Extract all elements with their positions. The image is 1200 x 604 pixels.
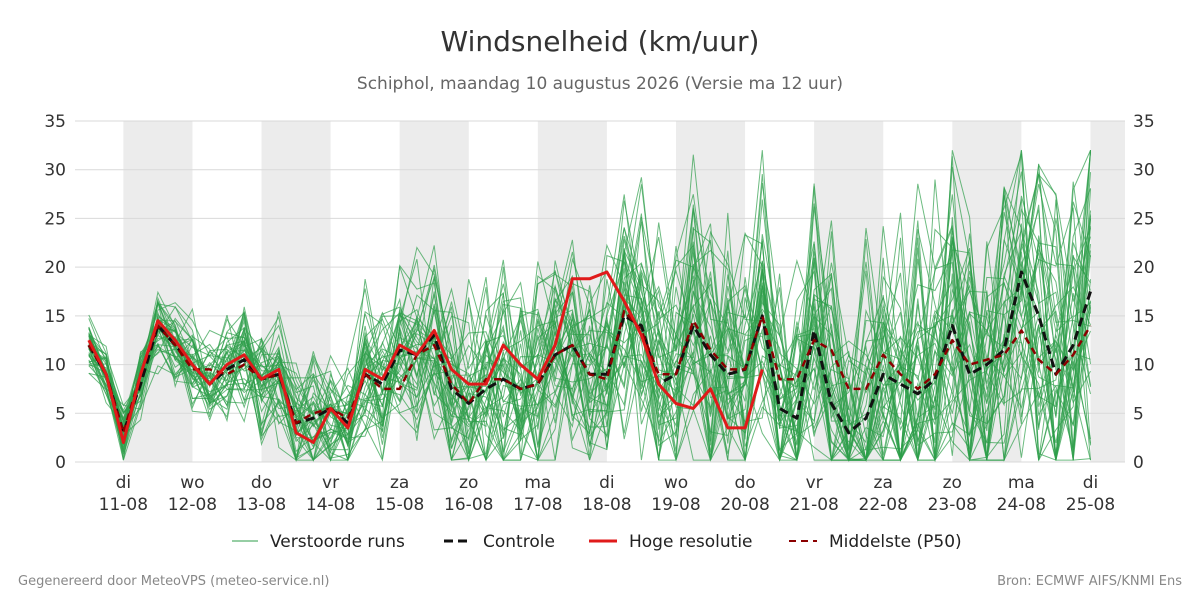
x-tick-date: 18-08 <box>582 495 631 515</box>
x-tick-weekday: ma <box>1008 473 1035 493</box>
x-tick-date: 12-08 <box>168 495 217 515</box>
x-tick-weekday: za <box>390 473 409 493</box>
chart-subtitle: Schiphol, maandag 10 augustus 2026 (Vers… <box>357 74 843 94</box>
legend-median-label: Middelste (P50) <box>829 532 962 552</box>
ensemble-member-line <box>88 194 1091 461</box>
ensemble-lines <box>88 149 1091 463</box>
ensemble-member-line <box>88 209 1091 462</box>
x-tick-weekday: zo <box>459 473 478 493</box>
x-tick-weekday: di <box>599 473 615 493</box>
x-tick-weekday: do <box>734 473 755 493</box>
x-tick-weekday: za <box>874 473 893 493</box>
footer-generated-by: Gegenereerd door MeteoVPS (meteo-service… <box>18 574 329 589</box>
x-tick-weekday: ma <box>524 473 551 493</box>
x-tick-date: 24-08 <box>997 495 1046 515</box>
y-tick-label-right: 15 <box>1133 307 1155 327</box>
x-tick-weekday: zo <box>943 473 962 493</box>
x-tick-date: 23-08 <box>928 495 977 515</box>
y-tick-label-left: 10 <box>44 356 66 376</box>
x-tick-date: 22-08 <box>859 495 908 515</box>
x-tick-weekday: wo <box>180 473 204 493</box>
ensemble-member-line <box>88 150 1091 462</box>
x-tick-date: 15-08 <box>375 495 424 515</box>
y-tick-label-right: 35 <box>1133 112 1155 132</box>
ensemble-member-line <box>88 171 1091 461</box>
x-tick-weekday: do <box>251 473 272 493</box>
y-tick-label-left: 30 <box>44 161 66 181</box>
y-tick-label-left: 15 <box>44 307 66 327</box>
y-tick-label-right: 30 <box>1133 161 1155 181</box>
legend: Verstoorde runs Controle Hoge resolutie … <box>232 532 962 552</box>
ensemble-member-line <box>88 163 1091 461</box>
y-tick-label-left: 35 <box>44 112 66 132</box>
x-tick-date: 20-08 <box>720 495 769 515</box>
y-tick-label-right: 5 <box>1133 404 1144 424</box>
x-tick-weekday: di <box>1083 473 1099 493</box>
y-tick-label-right: 10 <box>1133 356 1155 376</box>
x-tick-weekday: di <box>116 473 132 493</box>
x-tick-date: 17-08 <box>513 495 562 515</box>
ensemble-member-line <box>88 208 1091 462</box>
y-tick-label-right: 20 <box>1133 258 1155 278</box>
x-tick-weekday: vr <box>806 473 823 493</box>
legend-highres-label: Hoge resolutie <box>629 532 753 552</box>
x-tick-date: 19-08 <box>651 495 700 515</box>
footer-source: Bron: ECMWF AIFS/KNMI Ens <box>997 574 1182 589</box>
highres-line <box>87 270 764 444</box>
y-tick-label-right: 25 <box>1133 209 1155 229</box>
chart-title: Windsnelheid (km/uur) <box>441 25 760 58</box>
y-tick-label-left: 25 <box>44 209 66 229</box>
ensemble-member-line <box>88 194 1091 462</box>
ensemble-member-line <box>88 239 1091 463</box>
y-tick-label-right: 0 <box>1133 453 1144 473</box>
x-tick-weekday: vr <box>322 473 339 493</box>
x-tick-date: 25-08 <box>1066 495 1115 515</box>
legend-ensemble-label: Verstoorde runs <box>270 532 405 552</box>
day-band <box>1090 121 1125 462</box>
y-tick-label-left: 20 <box>44 258 66 278</box>
x-tick-date: 21-08 <box>789 495 838 515</box>
x-tick-date: 11-08 <box>99 495 148 515</box>
median-line <box>87 309 1092 435</box>
legend-control-label: Controle <box>483 532 555 552</box>
x-tick-weekday: wo <box>664 473 688 493</box>
x-tick-date: 13-08 <box>237 495 286 515</box>
y-tick-label-left: 5 <box>55 404 66 424</box>
y-tick-label-left: 0 <box>55 453 66 473</box>
ensemble-member-line <box>88 156 1091 463</box>
ensemble-member-line <box>88 199 1091 461</box>
x-tick-date: 16-08 <box>444 495 493 515</box>
main-lines <box>87 270 1092 444</box>
x-tick-date: 14-08 <box>306 495 355 515</box>
ensemble-member-line <box>88 150 1091 461</box>
